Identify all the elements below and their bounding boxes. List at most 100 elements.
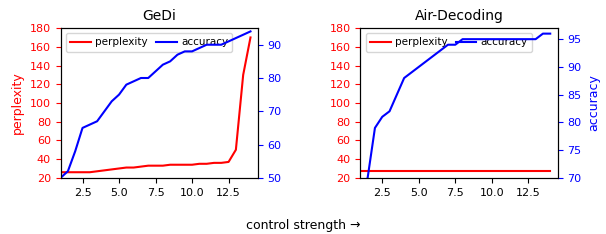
accuracy [159, 63, 167, 66]
perplexity [108, 168, 115, 171]
perplexity [79, 171, 86, 174]
perplexity [130, 166, 138, 169]
perplexity [247, 36, 254, 39]
accuracy [188, 50, 196, 53]
Line: perplexity: perplexity [61, 37, 250, 172]
perplexity [430, 170, 437, 173]
perplexity [210, 161, 218, 164]
accuracy [510, 38, 518, 40]
accuracy [532, 38, 539, 40]
accuracy [357, 187, 364, 190]
Legend: perplexity, accuracy: perplexity, accuracy [365, 33, 532, 52]
Line: accuracy: accuracy [361, 34, 550, 189]
Title: GeDi: GeDi [142, 9, 176, 23]
accuracy [86, 123, 93, 126]
accuracy [364, 176, 371, 179]
perplexity [196, 162, 203, 165]
accuracy [473, 38, 481, 40]
perplexity [72, 171, 79, 174]
Title: Air-Decoding: Air-Decoding [415, 9, 504, 23]
accuracy [444, 43, 451, 46]
accuracy [115, 93, 122, 96]
perplexity [188, 163, 196, 166]
accuracy [247, 30, 254, 33]
perplexity [459, 170, 466, 173]
perplexity [393, 170, 401, 173]
perplexity [232, 148, 239, 151]
perplexity [518, 170, 525, 173]
accuracy [481, 38, 488, 40]
perplexity [167, 163, 174, 166]
perplexity [466, 170, 473, 173]
perplexity [174, 163, 181, 166]
perplexity [64, 171, 72, 174]
Legend: perplexity, accuracy: perplexity, accuracy [66, 33, 232, 52]
accuracy [422, 60, 430, 63]
perplexity [473, 170, 481, 173]
perplexity [239, 73, 247, 76]
perplexity [138, 165, 145, 168]
accuracy [525, 38, 532, 40]
perplexity [364, 170, 371, 173]
perplexity [115, 167, 122, 170]
accuracy [466, 38, 473, 40]
accuracy [167, 60, 174, 63]
perplexity [86, 171, 93, 174]
accuracy [488, 38, 496, 40]
accuracy [130, 80, 138, 83]
perplexity [401, 170, 408, 173]
accuracy [225, 40, 232, 43]
perplexity [444, 170, 451, 173]
accuracy [379, 115, 386, 118]
perplexity [532, 170, 539, 173]
accuracy [145, 77, 152, 79]
perplexity [386, 170, 393, 173]
accuracy [72, 150, 79, 153]
accuracy [430, 55, 437, 57]
perplexity [122, 166, 130, 169]
accuracy [239, 33, 247, 36]
accuracy [437, 49, 444, 52]
perplexity [218, 161, 225, 164]
accuracy [79, 127, 86, 129]
accuracy [138, 77, 145, 79]
accuracy [210, 43, 218, 46]
perplexity [181, 163, 188, 166]
perplexity [203, 162, 210, 165]
accuracy [408, 71, 415, 74]
perplexity [525, 170, 532, 173]
Line: accuracy: accuracy [61, 31, 250, 178]
perplexity [93, 170, 101, 173]
accuracy [518, 38, 525, 40]
perplexity [152, 164, 159, 167]
Y-axis label: perplexity: perplexity [11, 72, 24, 134]
accuracy [547, 32, 554, 35]
accuracy [232, 37, 239, 40]
accuracy [203, 43, 210, 46]
Y-axis label: accuracy: accuracy [587, 74, 600, 132]
perplexity [225, 161, 232, 163]
Text: control strength →: control strength → [246, 219, 360, 232]
accuracy [503, 38, 510, 40]
accuracy [539, 32, 547, 35]
accuracy [101, 110, 108, 113]
accuracy [196, 47, 203, 49]
perplexity [488, 170, 496, 173]
perplexity [159, 164, 167, 167]
accuracy [108, 100, 115, 103]
perplexity [503, 170, 510, 173]
perplexity [357, 170, 364, 173]
accuracy [451, 43, 459, 46]
perplexity [510, 170, 518, 173]
accuracy [459, 38, 466, 40]
perplexity [422, 170, 430, 173]
perplexity [57, 171, 64, 174]
perplexity [415, 170, 422, 173]
perplexity [379, 170, 386, 173]
accuracy [371, 127, 379, 129]
perplexity [145, 164, 152, 167]
accuracy [415, 66, 422, 68]
perplexity [371, 170, 379, 173]
perplexity [437, 170, 444, 173]
accuracy [393, 93, 401, 96]
